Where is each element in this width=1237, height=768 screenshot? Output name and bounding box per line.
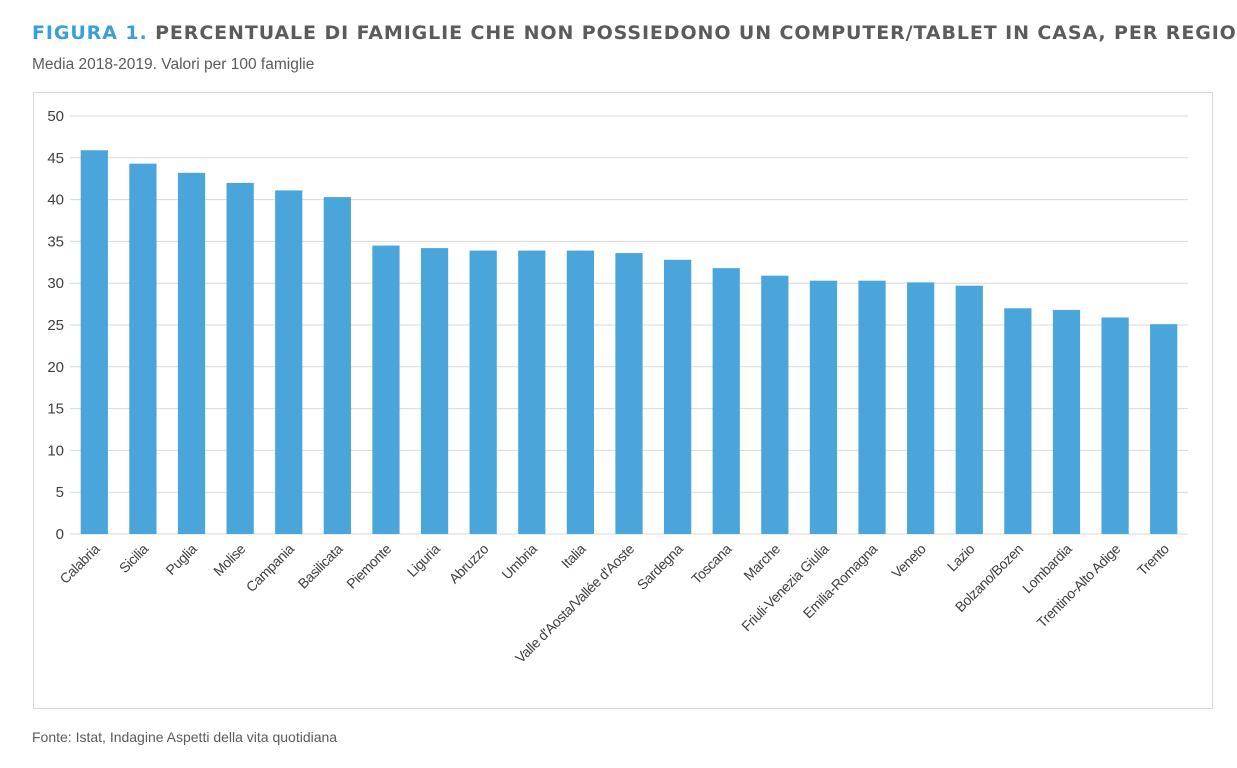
y-tick-label: 50 [47, 108, 64, 125]
bar [858, 280, 886, 534]
source-note: Fonte: Istat, Indagine Aspetti della vit… [32, 729, 338, 745]
y-tick-label: 0 [56, 526, 64, 543]
bars [80, 150, 1178, 535]
x-tick-label: Molise [210, 540, 249, 579]
x-tick-label: Puglia [162, 540, 200, 578]
y-tick-label: 10 [47, 442, 64, 459]
x-tick-label: Marche [740, 540, 783, 583]
x-tick-label: Piemonte [343, 540, 394, 591]
bar [80, 150, 108, 534]
x-tick-label: Veneto [888, 540, 929, 581]
bar [177, 172, 206, 534]
bar [712, 268, 740, 534]
bar [420, 248, 449, 534]
chart-title: FIGURA 1. PERCENTUALE DI FAMIGLIE CHE NO… [32, 22, 1237, 44]
x-tick-label: Calabria [56, 540, 102, 586]
bar [955, 285, 983, 534]
bar [129, 163, 157, 535]
bar [1150, 324, 1178, 534]
x-tick-label: Liguria [404, 540, 443, 579]
x-tick-label: Campania [243, 540, 298, 595]
x-tick-label: Umbria [498, 540, 540, 582]
x-tick-label: Toscana [688, 540, 735, 587]
x-tick-label: Italia [558, 540, 589, 571]
bar [226, 182, 254, 534]
y-tick-label: 45 [47, 150, 64, 167]
chart-subtitle: Media 2018-2019. Valori per 100 famiglie [32, 56, 315, 73]
y-tick-label: 30 [47, 275, 64, 292]
chart-frame [33, 92, 1213, 709]
x-axis-tick-labels: Calabria Sicilia Puglia MoliseCampaniaBasil… [56, 540, 1172, 666]
bar [809, 280, 838, 534]
bar [372, 245, 400, 534]
x-tick-label: Trento [1134, 540, 1172, 578]
x-tick-label: Lazio [944, 540, 978, 574]
bar [275, 190, 303, 535]
figure-title-text: PERCENTUALE DI FAMIGLIE CHE NON POSSIEDO… [155, 22, 1237, 44]
bar [469, 250, 497, 534]
bar [761, 275, 789, 534]
x-tick-label: Sicilia [116, 540, 152, 576]
x-tick-label: Sardegna [634, 540, 686, 592]
x-tick-label: Basilicata [295, 540, 346, 591]
y-tick-label: 20 [47, 359, 64, 376]
y-tick-label: 15 [47, 401, 64, 418]
bar [663, 259, 692, 534]
bar [1101, 317, 1129, 534]
bar [1004, 308, 1032, 534]
y-axis-tick-labels: 0 5 10 15 20 25 30 35 40 45 50 [47, 108, 64, 543]
bar [1052, 309, 1081, 534]
bar [615, 253, 643, 534]
x-tick-label: Trentino-Alto Adige [1033, 540, 1123, 630]
bar [518, 250, 546, 534]
bar [907, 282, 935, 534]
x-tick-label: Friuli-Venezia Giulia [738, 540, 832, 634]
bar [323, 197, 351, 535]
y-tick-label: 25 [47, 317, 64, 334]
x-tick-label: Abruzzo [446, 540, 492, 586]
y-tick-label: 5 [56, 484, 64, 501]
y-tick-label: 35 [47, 233, 64, 250]
figure-label: FIGURA 1. [32, 22, 148, 44]
bar [566, 250, 595, 534]
y-tick-label: 40 [47, 192, 64, 209]
